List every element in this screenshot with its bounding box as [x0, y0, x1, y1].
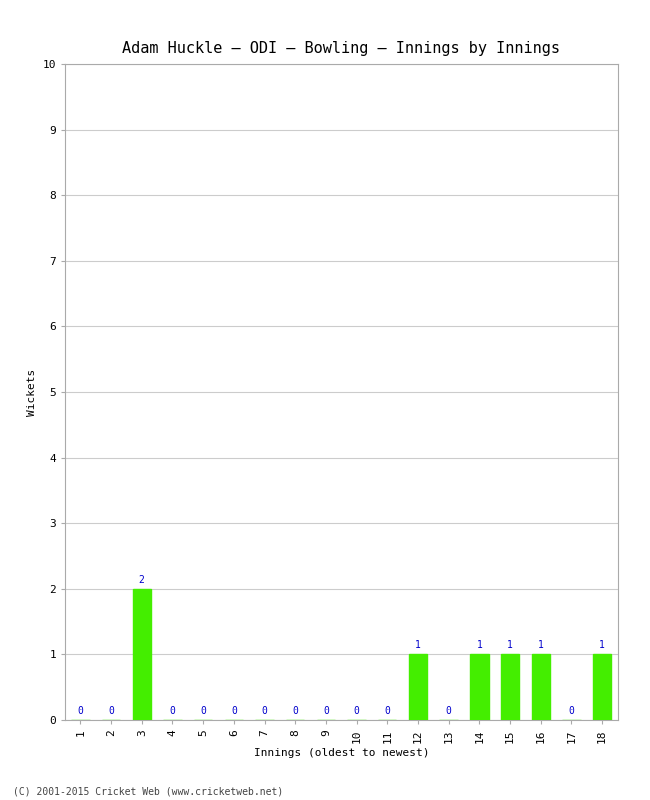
Bar — [501, 654, 519, 720]
Y-axis label: Wickets: Wickets — [27, 368, 37, 416]
Text: 1: 1 — [599, 641, 605, 650]
Text: 0: 0 — [323, 706, 329, 716]
Text: 0: 0 — [446, 706, 452, 716]
Text: 2: 2 — [139, 575, 145, 585]
Text: 0: 0 — [292, 706, 298, 716]
Text: 0: 0 — [77, 706, 83, 716]
Text: 1: 1 — [538, 641, 543, 650]
Bar — [532, 654, 550, 720]
Bar — [409, 654, 427, 720]
Bar — [133, 589, 151, 720]
Text: (C) 2001-2015 Cricket Web (www.cricketweb.net): (C) 2001-2015 Cricket Web (www.cricketwe… — [13, 786, 283, 796]
Text: 0: 0 — [384, 706, 390, 716]
Bar — [593, 654, 612, 720]
Text: 0: 0 — [170, 706, 176, 716]
Title: Adam Huckle – ODI – Bowling – Innings by Innings: Adam Huckle – ODI – Bowling – Innings by… — [122, 41, 560, 56]
Text: 0: 0 — [231, 706, 237, 716]
Bar — [470, 654, 489, 720]
Text: 1: 1 — [476, 641, 482, 650]
Text: 0: 0 — [261, 706, 267, 716]
Text: 0: 0 — [354, 706, 359, 716]
Text: 1: 1 — [415, 641, 421, 650]
Text: 0: 0 — [200, 706, 206, 716]
Text: 1: 1 — [507, 641, 513, 650]
Text: 0: 0 — [569, 706, 575, 716]
X-axis label: Innings (oldest to newest): Innings (oldest to newest) — [254, 748, 429, 758]
Text: 0: 0 — [108, 706, 114, 716]
